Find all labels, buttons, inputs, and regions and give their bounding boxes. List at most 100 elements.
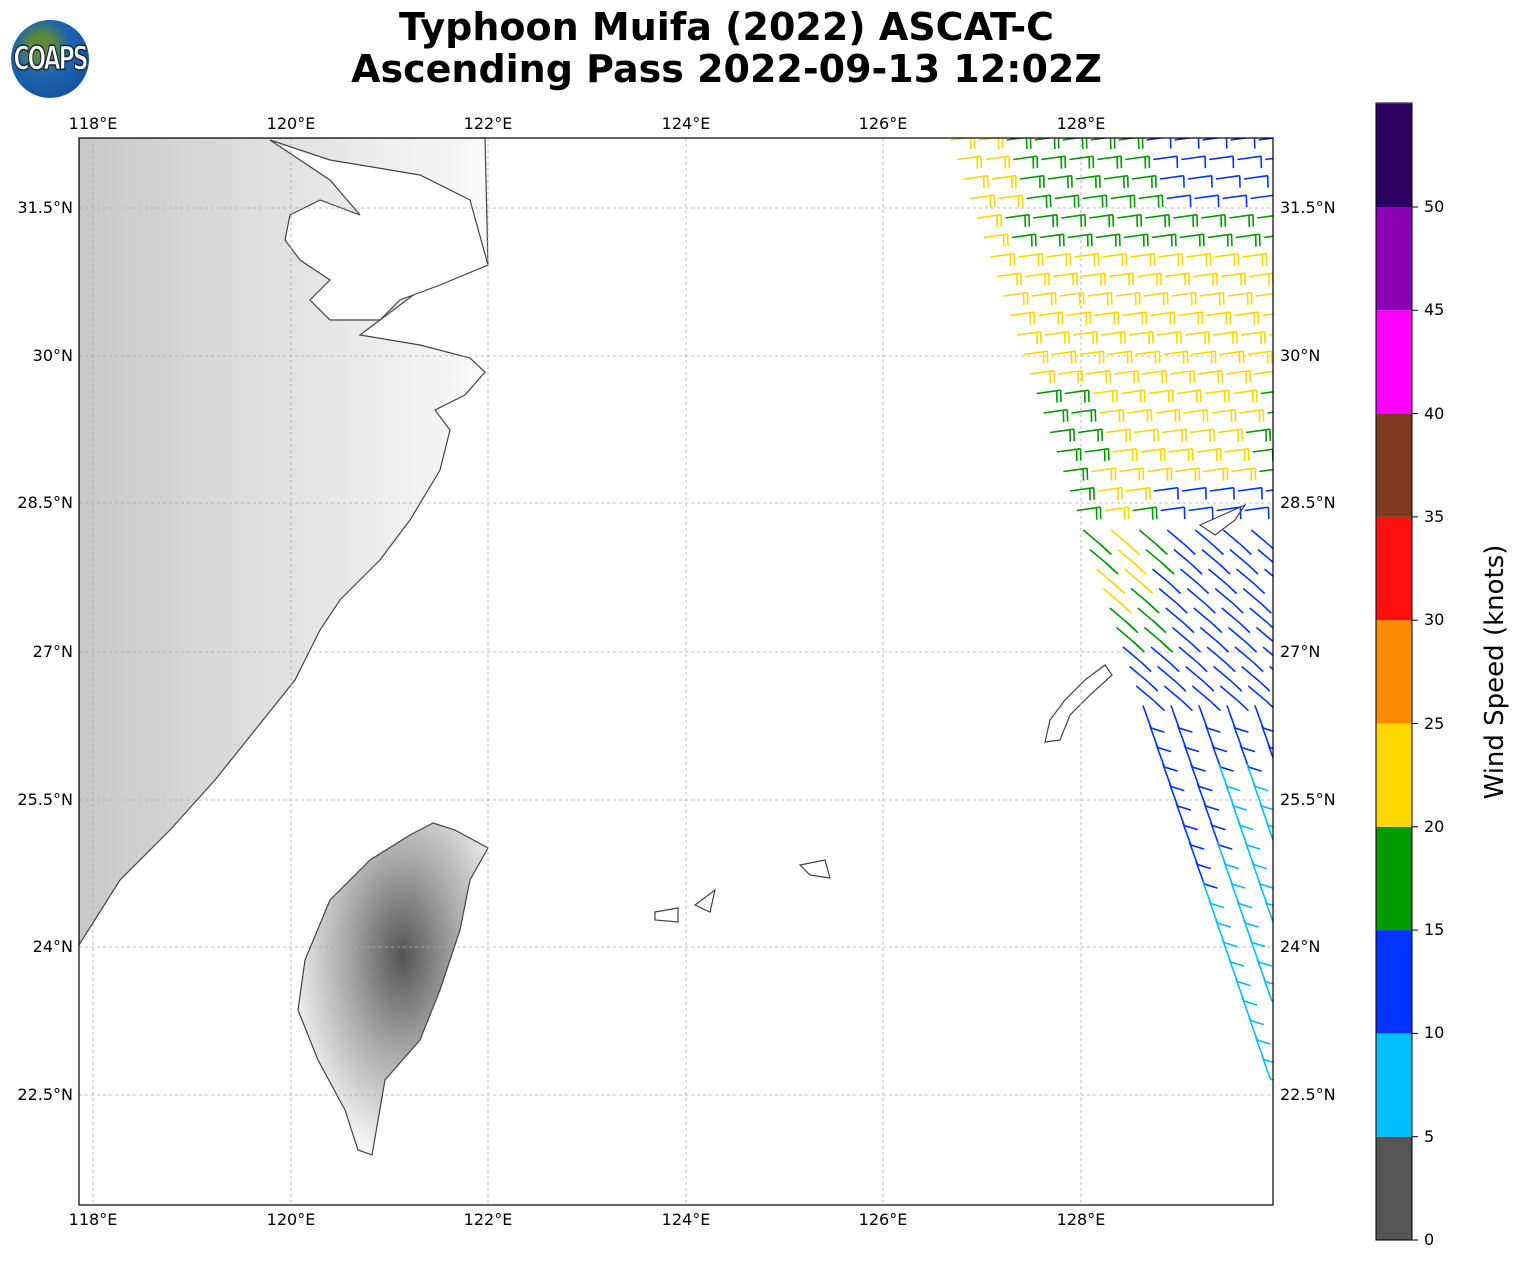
wind-barb <box>1023 350 1049 364</box>
wind-barb <box>1263 235 1273 239</box>
wind-barb <box>1145 213 1171 228</box>
lat-tick-left: 27°N <box>32 642 73 661</box>
wind-barb <box>1209 822 1233 850</box>
wind-barb <box>1262 646 1273 657</box>
wind-barb <box>1106 428 1132 442</box>
wind-barb <box>1221 939 1245 967</box>
wind-barb <box>1267 411 1273 414</box>
wind-barb <box>1096 568 1126 595</box>
wind-barb <box>1265 157 1273 161</box>
wind-barb <box>1117 548 1147 575</box>
wind-barb <box>1209 155 1235 169</box>
wind-barb <box>1061 213 1087 228</box>
wind-barb <box>1148 389 1174 403</box>
wind-barb <box>1265 489 1273 492</box>
wind-barb <box>1243 919 1266 948</box>
wind-barb <box>1148 724 1172 753</box>
wind-barb <box>1191 685 1221 712</box>
wind-barb <box>1208 900 1231 928</box>
wind-barb <box>1132 506 1158 520</box>
wind-barb <box>1211 408 1237 423</box>
wind-barb <box>1153 155 1179 169</box>
wind-barb <box>1171 291 1197 306</box>
lon-tick-bottom: 126°E <box>858 1210 908 1229</box>
wind-barbs <box>950 138 1273 1081</box>
wind-barb <box>1011 233 1037 247</box>
wind-barb <box>1109 607 1139 634</box>
wind-barb <box>1044 330 1070 345</box>
coaps-logo: COAPS <box>11 20 89 98</box>
wind-barb <box>1056 447 1082 462</box>
wind-barb <box>1130 587 1160 614</box>
wind-barb <box>1254 1036 1273 1064</box>
wind-barb <box>1131 174 1157 189</box>
wind-barb <box>1244 506 1270 520</box>
wind-barb <box>1058 369 1084 384</box>
wind-barb <box>1115 291 1141 306</box>
wind-barb <box>1156 330 1182 345</box>
wind-barb <box>1142 705 1165 733</box>
wind-barb <box>1163 685 1193 712</box>
wind-barb <box>1016 330 1042 345</box>
wind-barb <box>1194 529 1224 556</box>
lat-tick-right: 22.5°N <box>1280 1085 1336 1104</box>
wind-barb <box>985 155 1011 169</box>
wind-barb <box>1115 626 1146 653</box>
lat-tick-left: 31.5°N <box>17 198 73 217</box>
wind-barb <box>1203 467 1229 481</box>
wind-barb <box>1241 997 1265 1026</box>
wind-barb <box>1237 822 1261 850</box>
wind-barb <box>1119 467 1145 481</box>
wind-barb <box>1108 272 1134 286</box>
colorbar-label: Wind Speed (knots) <box>1480 544 1510 800</box>
wind-barb <box>1239 408 1265 423</box>
wind-barb <box>1013 155 1039 169</box>
wind-barb <box>1199 291 1225 306</box>
wind-barb <box>1069 486 1095 501</box>
wind-barb <box>1138 194 1164 208</box>
wind-barb <box>1120 389 1146 403</box>
wind-barb <box>1138 529 1168 556</box>
wind-barb <box>1188 841 1212 870</box>
colorbar-tick: 5 <box>1424 1126 1435 1146</box>
wind-barb <box>1243 174 1269 188</box>
lat-tick-right: 31.5°N <box>1280 198 1336 217</box>
wind-barb <box>1162 763 1185 792</box>
wind-barb <box>1214 587 1244 614</box>
wind-barb <box>1164 272 1190 286</box>
ishigaki-island <box>654 859 831 923</box>
wind-barb <box>1074 252 1100 267</box>
wind-barb <box>1151 233 1177 247</box>
wind-barb <box>1220 272 1246 286</box>
wind-barb <box>1264 900 1273 924</box>
lat-tick-left: 22.5°N <box>17 1085 73 1104</box>
wind-barb <box>1224 447 1250 462</box>
wind-barb <box>1248 1017 1271 1045</box>
wind-barb <box>1143 626 1174 653</box>
wind-barb <box>1168 783 1192 811</box>
wind-barb <box>1247 350 1273 364</box>
wind-barb <box>1204 389 1230 403</box>
wind-barb <box>1240 330 1266 345</box>
wind-barb <box>1254 705 1273 732</box>
wind-barb <box>1232 389 1258 403</box>
wind-barb <box>1107 350 1133 364</box>
wind-barb <box>1237 155 1263 169</box>
wind-barb <box>1155 744 1178 772</box>
wind-barb <box>1158 252 1184 267</box>
wind-barb <box>1251 861 1273 889</box>
wind-barb <box>1223 861 1246 889</box>
wind-barb <box>1218 428 1244 442</box>
wind-barb <box>1198 369 1224 384</box>
wind-barb <box>1255 626 1273 643</box>
wind-barb <box>1250 529 1273 550</box>
lat-tick-right: 28.5°N <box>1280 493 1336 512</box>
colorbar-segment <box>1376 310 1412 414</box>
wind-barb <box>1206 311 1232 325</box>
wind-barb <box>1150 311 1176 325</box>
wind-barb <box>1136 272 1162 286</box>
wind-barb <box>1123 233 1149 247</box>
wind-barb <box>998 194 1024 208</box>
wind-barb <box>1203 802 1226 831</box>
wind-barb <box>1257 214 1273 219</box>
